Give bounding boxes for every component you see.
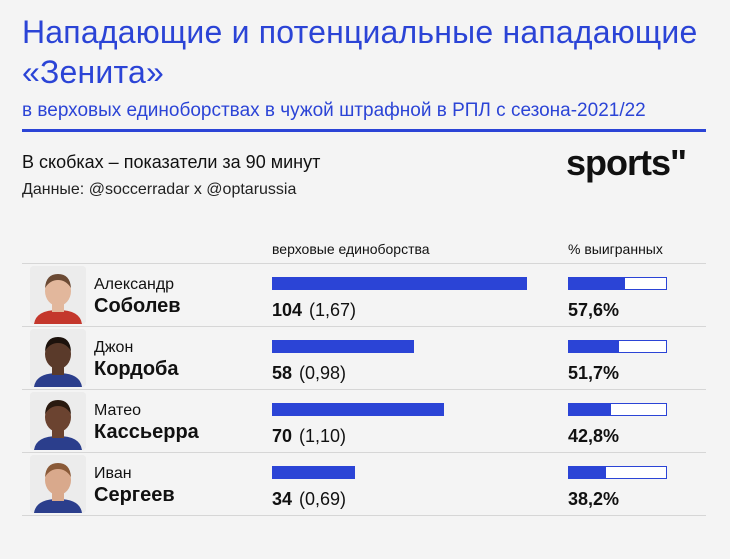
won-pct-bar-track: [568, 403, 667, 416]
player-first-name: Матео: [94, 402, 141, 419]
table-row: Джон Кордоба 58 (0,98) 51,7%: [22, 327, 706, 389]
player-photo: [30, 329, 86, 387]
duels-value-label: 34: [272, 489, 293, 509]
won-pct-value-label: 38,2%: [568, 489, 620, 509]
data-source: Данные: @soccerradar x @optarussia: [22, 181, 297, 198]
player-photo: [30, 455, 86, 513]
row-divider: [22, 326, 706, 327]
table-row: Александр Соболев 104 (1,67) 57,6%: [22, 264, 706, 326]
won-pct-bar: [569, 341, 620, 352]
player-last-name: Сергеев: [94, 484, 175, 506]
duels-bar: [272, 466, 356, 479]
player-first-name: Александр: [94, 276, 175, 293]
won-pct-bar-track: [568, 277, 667, 290]
table-row: Матео Кассьерра 70 (1,10) 42,8%: [22, 390, 706, 452]
won-pct-value-label: 42,8%: [568, 426, 620, 446]
player-photo: [30, 266, 86, 324]
player-first-name: Иван: [94, 465, 132, 482]
title-divider: [22, 129, 706, 132]
sports-logo: sports": [566, 142, 687, 183]
row-divider: [22, 515, 706, 516]
per90-value-label: (0,98): [299, 363, 347, 383]
player-first-name: Джон: [94, 339, 134, 356]
won-pct-bar: [569, 467, 607, 478]
chart-subtitle: в верховых единоборствах в чужой штрафно…: [22, 100, 646, 121]
player-last-name: Соболев: [94, 295, 181, 317]
per90-value-label: (0,69): [299, 489, 347, 509]
player-photo: [30, 392, 86, 450]
duels-bar: [272, 403, 444, 416]
won-pct-bar-track: [568, 466, 667, 479]
player-last-name: Кордоба: [94, 358, 179, 380]
column-header-won-pct: % выигранных: [568, 241, 663, 257]
won-pct-bar-track: [568, 340, 667, 353]
per90-note: В скобках – показатели за 90 минут: [22, 152, 321, 172]
chart-title: Нападающие и потенциальные нападающие «З…: [22, 14, 698, 90]
duels-value-label: 70: [272, 426, 293, 446]
won-pct-bar: [569, 404, 611, 415]
duels-value-label: 104: [272, 300, 303, 320]
won-pct-value-label: 51,7%: [568, 363, 620, 383]
row-divider: [22, 389, 706, 390]
per90-value-label: (1,10): [299, 426, 347, 446]
table-row: Иван Сергеев 34 (0,69) 38,2%: [22, 453, 706, 515]
duels-bar: [272, 277, 528, 290]
row-divider: [22, 263, 706, 264]
player-last-name: Кассьерра: [94, 421, 199, 443]
duels-value-label: 58: [272, 363, 293, 383]
column-header-duels: верховые единоборства: [272, 241, 430, 257]
per90-value-label: (1,67): [309, 300, 357, 320]
row-divider: [22, 452, 706, 453]
won-pct-bar: [569, 278, 625, 289]
duels-bar: [272, 340, 415, 353]
won-pct-value-label: 57,6%: [568, 300, 620, 320]
